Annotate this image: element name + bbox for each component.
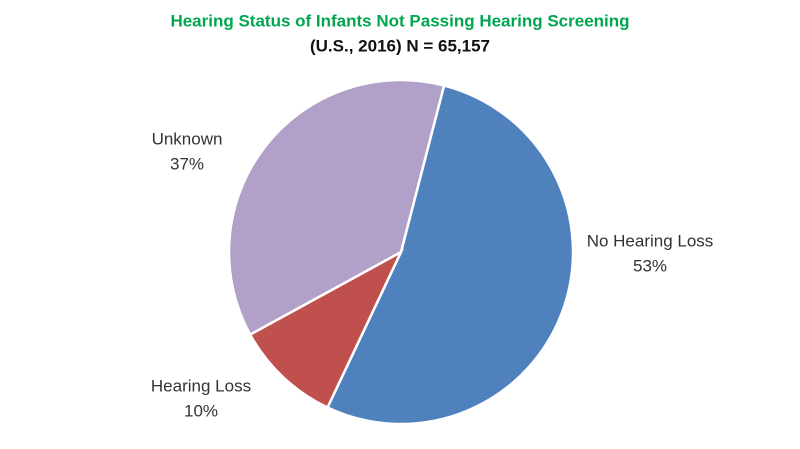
slice-label: No Hearing Loss	[587, 231, 714, 250]
pie-slice	[325, 83, 575, 426]
slice-label: Hearing Loss	[151, 376, 251, 395]
pie-slice	[227, 78, 446, 337]
slice-value-label: 10%	[184, 401, 218, 420]
chart-subtitle: (U.S., 2016) N = 65,157	[310, 36, 490, 55]
chart-title: Hearing Status of Infants Not Passing He…	[170, 11, 629, 30]
pie-slice	[248, 249, 404, 410]
slice-label: Unknown	[152, 129, 223, 148]
slice-value-label: 37%	[170, 154, 204, 173]
slice-value-label: 53%	[633, 256, 667, 275]
